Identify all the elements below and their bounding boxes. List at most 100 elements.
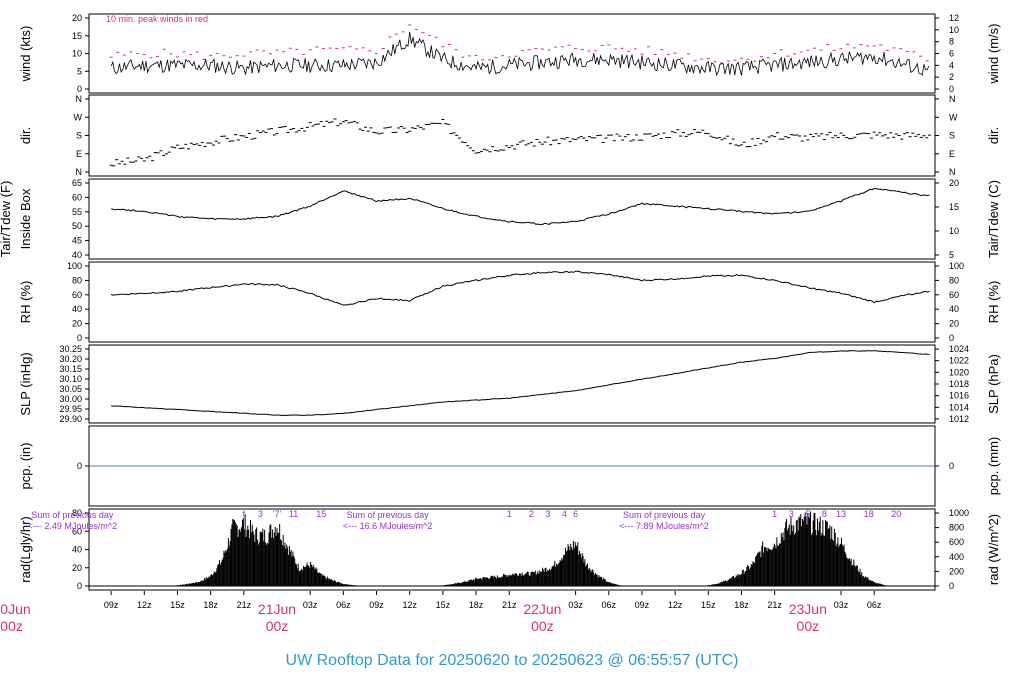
rh-left-tick-label: 60 (72, 290, 82, 300)
tair-left-tick-label: 40 (72, 250, 82, 260)
slp-right-tick-label: 1012 (949, 414, 969, 424)
slp-left-tick-label: 30.05 (59, 384, 82, 394)
x-tick-label: 12z (137, 600, 152, 610)
wind-speed-line (110, 31, 930, 77)
slp-line (111, 350, 930, 417)
x-tick-label: 18z (469, 600, 484, 610)
rad-hour-mark: 6 (573, 509, 578, 519)
wind-ylabel-left: wind (kts) (18, 26, 33, 83)
pcp-ylabel-left: pcp. (in) (18, 443, 33, 490)
x-axis: 09z 12z 15z 18z 21z 03z 06z 09z 12z 15z 18z 21z 03z 0… (0, 591, 882, 634)
rad-hour-mark: 15 (316, 509, 326, 519)
tair-line (111, 187, 930, 226)
dir-left-tick-label: S (76, 131, 82, 141)
x-tick-label: 03z (568, 600, 583, 610)
x-tick-label: 21z (237, 600, 252, 610)
rad-right-tick-label: 200 (949, 566, 964, 576)
rh-right-tick-label: 100 (949, 261, 964, 271)
pcp-ylabel-right: pcp. (mm) (986, 437, 1001, 496)
slp-right-tick-label: 1024 (949, 344, 969, 354)
panel-slp-frame (88, 344, 936, 424)
wind-left-tick-label: 10 (72, 49, 82, 59)
wind-right-tick-label: 12 (949, 13, 959, 23)
x-tick-label: 12z (668, 600, 683, 610)
x-day-label-hour: 00z (797, 618, 820, 634)
rad-sum-line1: Sum of previous day (347, 510, 430, 520)
rad-right-tick-label: 1000 (949, 508, 969, 518)
tair-right-tick-label: 20 (949, 178, 959, 188)
x-day-label-date: 23Jun (789, 601, 827, 617)
rad-sum-line2: <--- 2.49 MJoules/m^2 (28, 521, 118, 531)
slp-left-tick-label: 30.20 (59, 354, 82, 364)
rad-hour-mark: f (243, 509, 246, 519)
rad-right-tick-label: 0 (949, 581, 954, 591)
rh-right-tick-label: 80 (949, 275, 959, 285)
panel-wind: 0 5 10 15 20 0 2 46 8 10 12 wind (kts) wind (m/s) (18, 13, 1001, 94)
rh-ylabel-right: RH (%) (986, 281, 1001, 324)
x-tick-label: 18z (203, 600, 218, 610)
x-tick-label: 21z (502, 600, 517, 610)
x-tick-label: 15z (170, 600, 185, 610)
x-tick-label: 09z (369, 600, 384, 610)
rad-left-tick-label: 80 (72, 508, 82, 518)
rad-right-tick-label: 400 (949, 552, 964, 562)
rad-hour-mark: 8 (822, 509, 827, 519)
rad-hour-mark: 3 (545, 509, 550, 519)
rad-sum-line1: Sum of previous day (623, 510, 706, 520)
tair-right-tick-label: 15 (949, 202, 959, 212)
rh-left-tick-label: 40 (72, 304, 82, 314)
rh-left-tick-label: 0 (77, 333, 82, 343)
rad-hour-mark: 3 (789, 509, 794, 519)
panel-pcp: 0 0 pcp. (in) pcp. (mm) (18, 425, 1001, 507)
panel-rh: 0 20 40 60 80 100 0 20 40 60 80 100 RH (%) RH (%) (18, 261, 1001, 343)
rad-hour-mark: 3 (258, 509, 263, 519)
rad-hour-mark: 1 (507, 509, 512, 519)
x-day-label-hour: 00z (266, 618, 289, 634)
rad-sum-line2: <--- 16.6 MJoules/m^2 (343, 521, 433, 531)
x-tick-label: 03z (834, 600, 849, 610)
rad-right-tick-label: 800 (949, 523, 964, 533)
dir-right-tick-label: W (949, 112, 958, 122)
rad-ylabel-right: rad (W/m^2) (986, 514, 1001, 585)
x-tick-label: 09z (635, 600, 650, 610)
tair-ylabel-right: Tair/Tdew (C) (986, 180, 1001, 258)
slp-left-tick-label: 30.25 (59, 344, 82, 354)
tair-left-tick-label: 55 (72, 207, 82, 217)
wind-peak-note: 10 min. peak winds in red (106, 14, 208, 24)
rh-ylabel-left: RH (%) (18, 281, 33, 324)
rh-right-tick-label: 20 (949, 319, 959, 329)
rh-right-tick-label: 0 (949, 333, 954, 343)
pcp-right-tick-label: 0 (949, 461, 954, 471)
dir-right-tick-label: S (949, 131, 955, 141)
rad-left-tick-label: 20 (72, 563, 82, 573)
x-day-label-hour: 00z (0, 618, 23, 634)
tair-right-tick-label: 5 (949, 250, 954, 260)
rad-sum-line1: Sum of previous day (31, 510, 114, 520)
x-tick-label: 15z (701, 600, 716, 610)
panel-tair: 40 45 50 55 60 65 5 10 15 20 Tair/Tdew (F) Inside B… (0, 178, 1001, 260)
dir-right-tick-label: N (949, 94, 956, 104)
rh-right-tick-label: 60 (949, 290, 959, 300)
slp-right-tick-label: 1018 (949, 379, 969, 389)
x-day-label-date: 21Jun (258, 601, 296, 617)
wind-left-tick-label: 5 (77, 66, 82, 76)
tair-ylabel-left: Tair/Tdew (F) (0, 181, 13, 258)
dir-right-tick-label: N (949, 167, 956, 177)
x-day-label-date: 20Jun (0, 601, 31, 617)
x-tick-label: 06z (336, 600, 351, 610)
rad-hour-mark: '7' (273, 509, 282, 519)
rh-line (110, 270, 930, 306)
tair-left-tick-label: 45 (72, 236, 82, 246)
slp-left-tick-label: 29.90 (59, 414, 82, 424)
rad-left-tick-label: 60 (72, 526, 82, 536)
wind-right-tick-label: 8 (949, 37, 954, 47)
wind-right-tick-label: 4 (949, 60, 954, 70)
rad-hour-mark: 11 (289, 509, 298, 519)
wind-left-tick-label: 20 (72, 13, 82, 23)
rad-hour-mark: 13 (836, 509, 846, 519)
rad-hour-mark: 20 (891, 509, 901, 519)
panel-slp: 29.9029.9530.0030.0530.1030.1530.2030.25… (18, 344, 1001, 424)
